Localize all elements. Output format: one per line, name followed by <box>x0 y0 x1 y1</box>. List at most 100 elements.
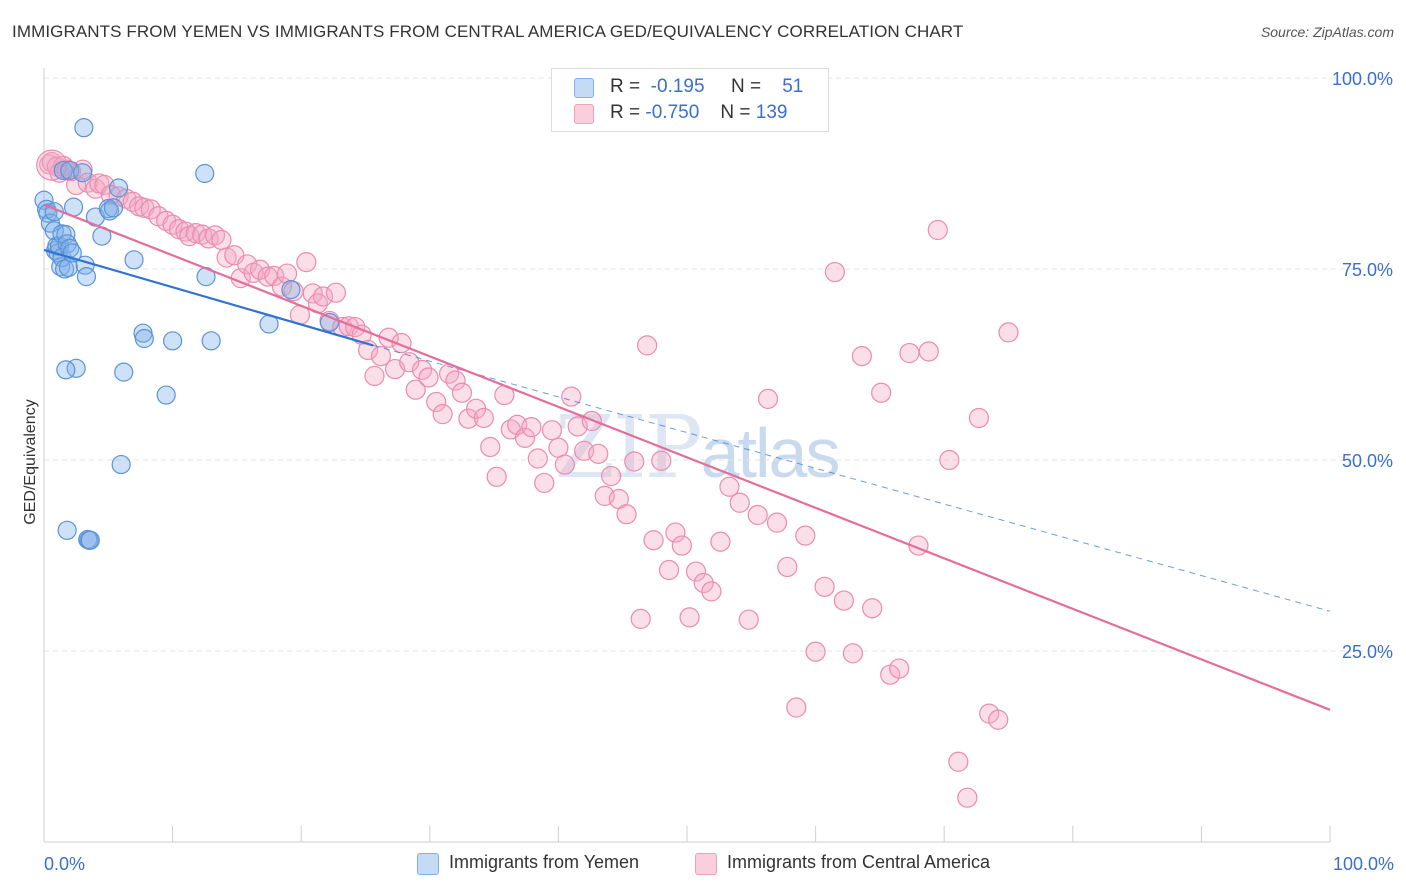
central-america-point <box>738 609 759 630</box>
central-america-point <box>451 382 473 403</box>
central-america-point <box>747 504 768 526</box>
central-america-point <box>665 522 686 543</box>
y-axis-title: GED/Equivalency <box>22 399 39 524</box>
central-america-point <box>588 443 609 464</box>
central-america-point <box>889 658 910 679</box>
yemen-point <box>201 331 221 351</box>
chart-title: IMMIGRANTS FROM YEMEN VS IMMIGRANTS FROM… <box>12 22 964 41</box>
legend-r-label: R = <box>610 76 641 97</box>
central-america-point <box>486 466 507 487</box>
yemen-point <box>74 118 94 138</box>
central-america-point <box>998 322 1019 343</box>
central-america-point <box>899 342 920 364</box>
central-america-point <box>276 263 298 284</box>
yemen-point <box>80 530 100 550</box>
central-america-point <box>939 449 960 471</box>
central-america-point <box>777 556 798 578</box>
legend-n-value-yemen: 51 <box>782 76 804 97</box>
central-america-point <box>786 697 807 718</box>
gridlines <box>44 77 1392 652</box>
central-america-point <box>671 535 692 556</box>
yemen-point <box>72 163 93 183</box>
central-america-point <box>399 352 420 373</box>
series-label-yemen: Immigrants from Yemen <box>449 852 640 872</box>
central-america-point <box>561 386 582 407</box>
central-america-point <box>257 266 278 287</box>
y-tick-label: 75.0% <box>1342 260 1393 280</box>
central-america-points <box>36 149 1019 808</box>
central-america-point <box>445 370 466 391</box>
central-america-point <box>871 382 892 403</box>
central-america-point <box>312 286 334 307</box>
central-america-point <box>480 436 501 458</box>
central-america-point <box>325 282 347 303</box>
central-america-point <box>418 367 439 388</box>
yemen-point <box>134 328 154 349</box>
central-america-point <box>637 335 658 356</box>
legend-n-label: N = <box>730 76 762 97</box>
central-america-point <box>685 561 707 582</box>
central-america-point <box>554 454 575 475</box>
yemen-point <box>66 358 86 378</box>
central-america-point <box>658 559 680 581</box>
central-america-point <box>370 345 392 367</box>
central-america-point <box>824 261 845 283</box>
central-america-point <box>405 379 426 400</box>
legend-r-value-central-america: -0.750 <box>645 102 700 123</box>
y-tick-label: 25.0% <box>1342 642 1393 662</box>
series-swatch-yemen <box>417 853 439 875</box>
central-america-point <box>426 391 447 413</box>
central-america-point <box>842 643 863 664</box>
yemen-point <box>44 221 64 241</box>
yemen-trend-extension <box>373 344 1331 612</box>
central-america-point <box>36 149 68 181</box>
central-america-point <box>630 608 651 630</box>
central-america-point <box>296 252 317 273</box>
y-tick-labels: 25.0% 50.0% 75.0% 100.0% <box>1332 69 1393 662</box>
central-america-point <box>351 324 372 345</box>
y-tick-label: 100.0% <box>1332 69 1393 89</box>
central-america-point <box>534 472 555 494</box>
central-america-point <box>701 581 722 602</box>
yemen-points <box>34 118 340 550</box>
central-america-point <box>693 572 714 594</box>
central-america-point <box>833 590 854 611</box>
legend-n-value-central-america: 139 <box>755 102 788 123</box>
central-america-point <box>948 751 969 772</box>
central-america-point <box>679 607 700 628</box>
central-america-point <box>548 437 569 458</box>
yemen-point <box>57 520 77 540</box>
trend-lines <box>43 203 1331 711</box>
x-tick-label-min: 0.0% <box>44 854 85 874</box>
x-axis-ticks <box>43 826 1331 842</box>
zipatlas-watermark: ZIPatlas <box>555 398 840 498</box>
x-tick-label-max: 100.0% <box>1333 854 1394 874</box>
source-credit: Source: ZipAtlas.com <box>1260 24 1394 40</box>
central-america-point <box>541 420 563 441</box>
central-america-point <box>432 404 453 425</box>
yemen-trend-line <box>43 248 374 347</box>
central-america-point <box>927 219 948 241</box>
central-america-point <box>719 476 740 497</box>
central-america-point <box>601 465 622 487</box>
central-america-point <box>211 229 232 251</box>
central-america-point <box>651 450 672 471</box>
central-america-point <box>710 531 731 552</box>
legend-r-label: R = <box>610 102 641 123</box>
central-america-point <box>814 576 835 597</box>
yemen-point <box>124 250 144 270</box>
central-america-point <box>757 388 779 409</box>
yemen-point <box>156 385 176 405</box>
central-america-point <box>140 199 161 220</box>
legend-swatch-central-america <box>574 104 594 124</box>
yemen-point <box>108 178 129 198</box>
central-america-point <box>616 504 637 525</box>
y-tick-label: 50.0% <box>1342 451 1393 471</box>
central-america-point <box>957 787 978 808</box>
central-america-point <box>521 417 542 438</box>
yemen-point <box>195 163 215 184</box>
central-america-point <box>264 265 285 286</box>
central-america-point <box>968 407 990 429</box>
central-america-point <box>514 427 536 448</box>
